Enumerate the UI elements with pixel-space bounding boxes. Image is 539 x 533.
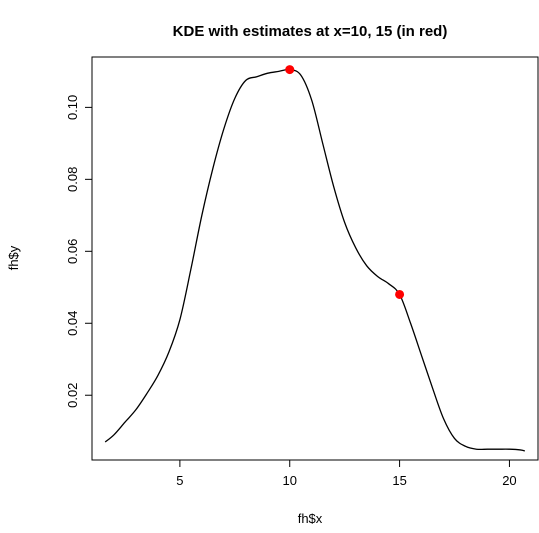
estimate-point [285, 65, 295, 75]
x-tick-label: 5 [176, 473, 183, 488]
kde-density-line [104, 68, 526, 452]
estimate-points [285, 65, 405, 299]
x-axis-label: fh$x [298, 511, 323, 526]
x-axis: 5 10 15 20 [176, 459, 517, 488]
x-tick-label: 15 [392, 473, 406, 488]
x-tick-label: 20 [502, 473, 516, 488]
y-axis-label: fh$y [6, 245, 21, 270]
estimate-point [395, 289, 405, 299]
x-tick-label: 10 [282, 473, 296, 488]
y-axis: 0.02 0.04 0.06 0.08 0.10 [65, 95, 93, 408]
y-tick-label: 0.06 [65, 239, 80, 264]
y-tick-label: 0.10 [65, 95, 80, 120]
y-tick-label: 0.04 [65, 311, 80, 336]
y-tick-label: 0.08 [65, 167, 80, 192]
y-tick-label: 0.02 [65, 383, 80, 408]
chart-title: KDE with estimates at x=10, 15 (in red) [173, 23, 448, 40]
plot-frame [91, 56, 539, 461]
